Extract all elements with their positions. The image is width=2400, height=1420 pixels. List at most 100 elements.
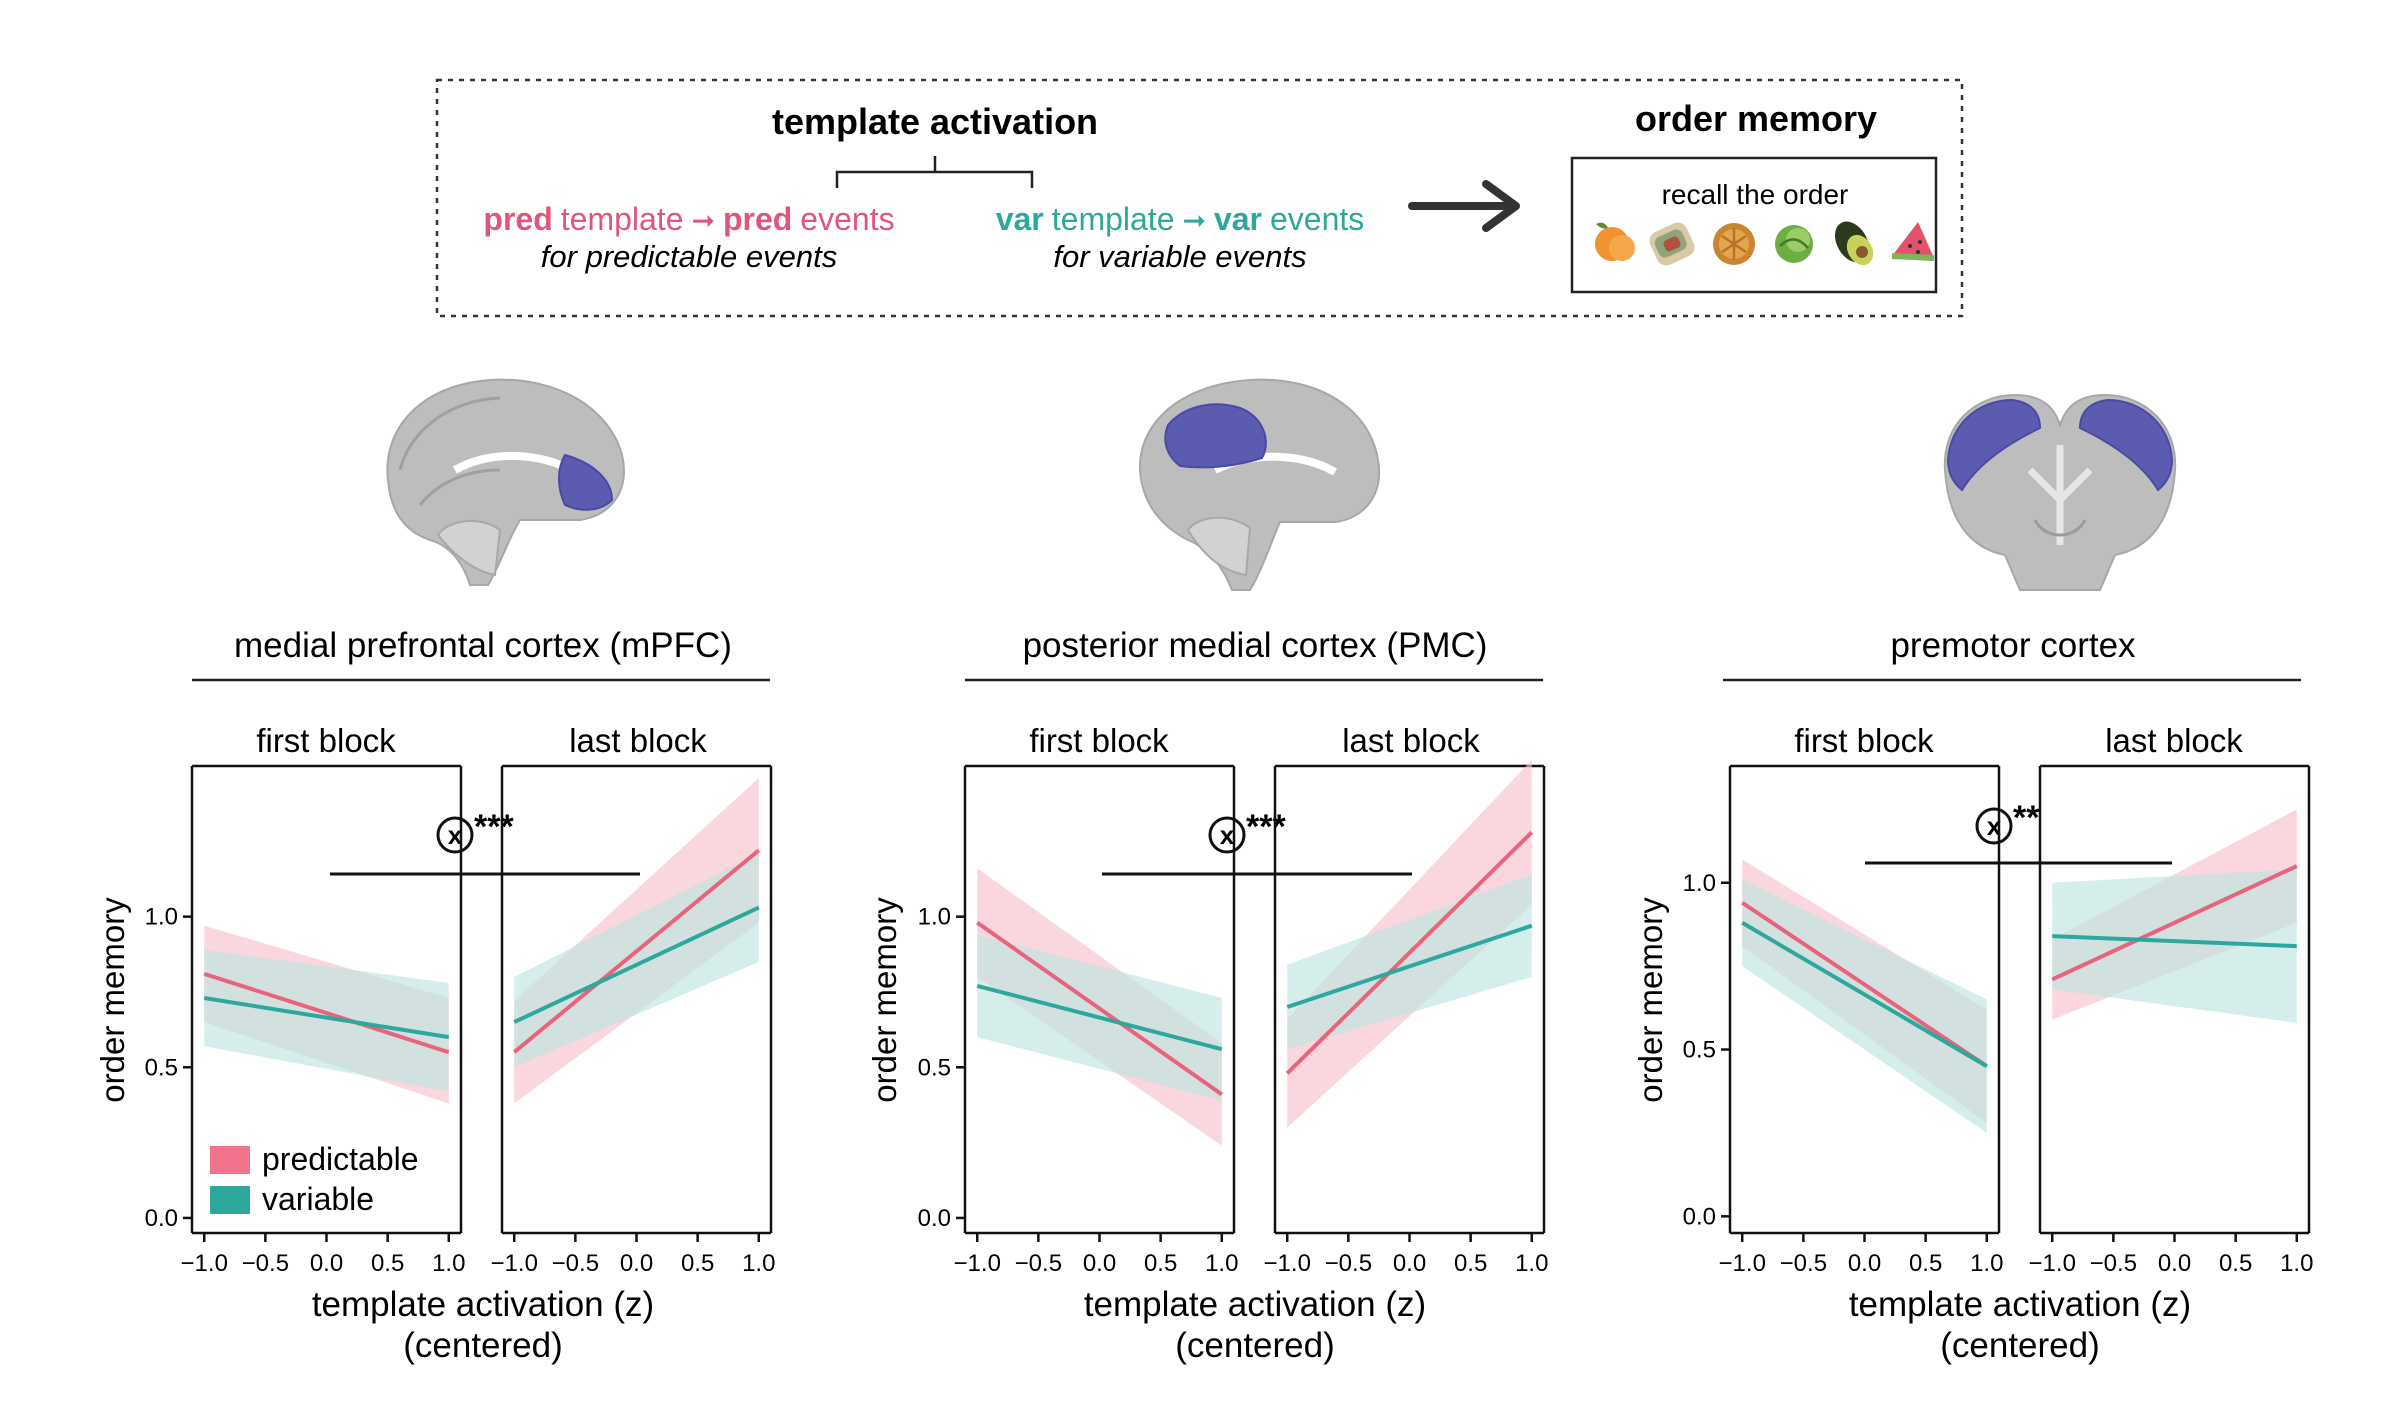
var-template-word: template: [1052, 201, 1175, 237]
x-tick-label: 1.0: [742, 1250, 775, 1277]
avocado-icon: [1834, 221, 1874, 266]
series-line-predictable: [512, 848, 761, 1054]
cabbage-icon: [1775, 225, 1813, 263]
pred-bold-label: pred: [483, 201, 552, 237]
legend-swatch-predictable: [210, 1146, 250, 1174]
significance-stars: **: [2013, 799, 2040, 837]
interaction-marker: x ***: [1208, 808, 1286, 854]
ci-band-variable: [514, 853, 759, 1068]
legend-swatch-variable: [210, 1186, 250, 1214]
x-tick-label: 0.0: [1083, 1250, 1116, 1277]
x-axis-label: template activation (z): [1084, 1285, 1426, 1324]
x-tick-label: −1.0: [1719, 1250, 1766, 1277]
y-axis-label: order memory: [94, 897, 131, 1103]
peach-icon: [1595, 222, 1635, 261]
x-tick-label: 0.5: [371, 1250, 404, 1277]
x-axis-label-centered: (centered): [1175, 1326, 1335, 1365]
var-template-line: var template ➞ var events: [996, 201, 1365, 237]
x-tick-label: 0.5: [1454, 1250, 1487, 1277]
series-line-predictable: [1741, 901, 1988, 1068]
schematic-header: template activation pred template ➞ pred eve…: [435, 78, 1964, 318]
brain-pmc-illustration: [1138, 378, 1381, 591]
x-axis-label-centered: (centered): [403, 1326, 563, 1365]
x-axis-label-centered: (centered): [1940, 1326, 2100, 1365]
facet-plot-last-block: −1.0 −0.5 0.0 0.5 1.0: [1264, 760, 1548, 1277]
x-tick-label: 0.0: [310, 1250, 343, 1277]
x-tick-label: 0.5: [1909, 1250, 1942, 1277]
order-memory-title: order memory: [1635, 98, 1877, 139]
template-activation-title: template activation: [772, 101, 1098, 142]
pred-template-word: template: [561, 201, 684, 237]
interaction-marker: x **: [1975, 799, 2040, 845]
var-bold-label-2: var: [1214, 201, 1262, 237]
x-tick-label: 0.5: [1144, 1250, 1177, 1277]
x-tick-label: −0.5: [242, 1250, 289, 1277]
pie-icon: [1713, 223, 1755, 265]
x-tick-label: 0.0: [2158, 1250, 2191, 1277]
y-tick-label: 1.0: [145, 904, 178, 931]
region-title: posterior medial cortex (PMC): [1023, 626, 1488, 665]
facet-plot-first-block: −1.0 −0.5 0.0 0.5 1.0 0.0 0.5 1.0: [1683, 764, 2003, 1277]
series-line-variable: [513, 905, 760, 1024]
legend: predictable variable: [210, 1141, 419, 1217]
series-line-predictable: [1285, 830, 1534, 1075]
interaction-marker: x ***: [436, 808, 514, 854]
var-bold-label: var: [996, 201, 1044, 237]
series-line-variable: [1741, 921, 1988, 1068]
panel-premotor: premotor cortex first block last block o…: [1632, 626, 2301, 1365]
x-tick-label: −1.0: [491, 1250, 538, 1277]
pred-template-line: pred template ➞ pred events: [483, 201, 894, 237]
y-axis-label: order memory: [866, 897, 903, 1103]
y-tick-label: 0.0: [145, 1205, 178, 1232]
y-tick-label: 0.0: [1683, 1203, 1716, 1230]
x-tick-label: −1.0: [1264, 1250, 1311, 1277]
region-title: medial prefrontal cortex (mPFC): [234, 626, 732, 665]
y-tick-label: 0.5: [918, 1054, 951, 1081]
series-line-predictable: [2051, 864, 2298, 982]
x-tick-label: −0.5: [552, 1250, 599, 1277]
x-tick-label: 0.0: [1848, 1250, 1881, 1277]
x-tick-label: 1.0: [432, 1250, 465, 1277]
ci-band-variable: [204, 949, 449, 1092]
facet-plot-last-block: −1.0 −0.5 0.0 0.5 1.0: [2029, 764, 2313, 1277]
legend-label-variable: variable: [262, 1181, 374, 1217]
x-tick-label: −0.5: [2090, 1250, 2137, 1277]
x-tick-label: 1.0: [2280, 1250, 2313, 1277]
x-tick-label: 0.0: [1393, 1250, 1426, 1277]
y-tick-label: 0.5: [145, 1054, 178, 1081]
recall-task-box: [1570, 156, 1938, 294]
interaction-x-icon: x: [1220, 820, 1235, 850]
ci-band-variable: [1287, 874, 1532, 1050]
premotor-roi-right: [2078, 398, 2174, 492]
x-tick-label: 0.0: [620, 1250, 653, 1277]
y-tick-label: 1.0: [1683, 870, 1716, 897]
x-tick-label: 1.0: [1970, 1250, 2003, 1277]
interaction-x-icon: x: [448, 820, 463, 850]
pred-arrow-icon: ➞: [691, 204, 714, 237]
ci-band-variable: [2052, 869, 2297, 1023]
facet-label-first: first block: [1029, 722, 1169, 759]
facet-plot-first-block: −1.0 −0.5 0.0 0.5 1.0 0.0 0.5 1.0: [918, 764, 1238, 1277]
var-note: for variable events: [1053, 239, 1306, 274]
pmc-roi: [1164, 403, 1267, 469]
facet-label-last: last block: [569, 722, 707, 759]
series-line-variable: [203, 996, 450, 1040]
y-tick-label: 0.5: [1683, 1037, 1716, 1064]
facet-label-first: first block: [256, 722, 396, 759]
panel-pmc: posterior medial cortex (PMC) first bloc…: [866, 626, 1543, 1365]
facet-plot-first-block: −1.0 −0.5 0.0 0.5 1.0 0.0 0.5 1.0: [145, 764, 465, 1277]
series-line-predictable: [976, 921, 1223, 1097]
significance-stars: ***: [474, 808, 514, 846]
x-tick-label: −1.0: [181, 1250, 228, 1277]
region-title: premotor cortex: [1890, 626, 2136, 665]
y-axis-label: order memory: [1632, 897, 1669, 1103]
facet-label-last: last block: [1342, 722, 1480, 759]
series-line-variable: [2052, 934, 2297, 949]
y-tick-label: 0.0: [918, 1205, 951, 1232]
recall-task-label: recall the order: [1662, 179, 1849, 210]
pred-note: for predictable events: [541, 239, 837, 274]
series-line-variable: [976, 984, 1223, 1052]
x-tick-label: 1.0: [1515, 1250, 1548, 1277]
var-arrow-icon: ➞: [1182, 204, 1205, 237]
bracket: [835, 156, 1034, 188]
